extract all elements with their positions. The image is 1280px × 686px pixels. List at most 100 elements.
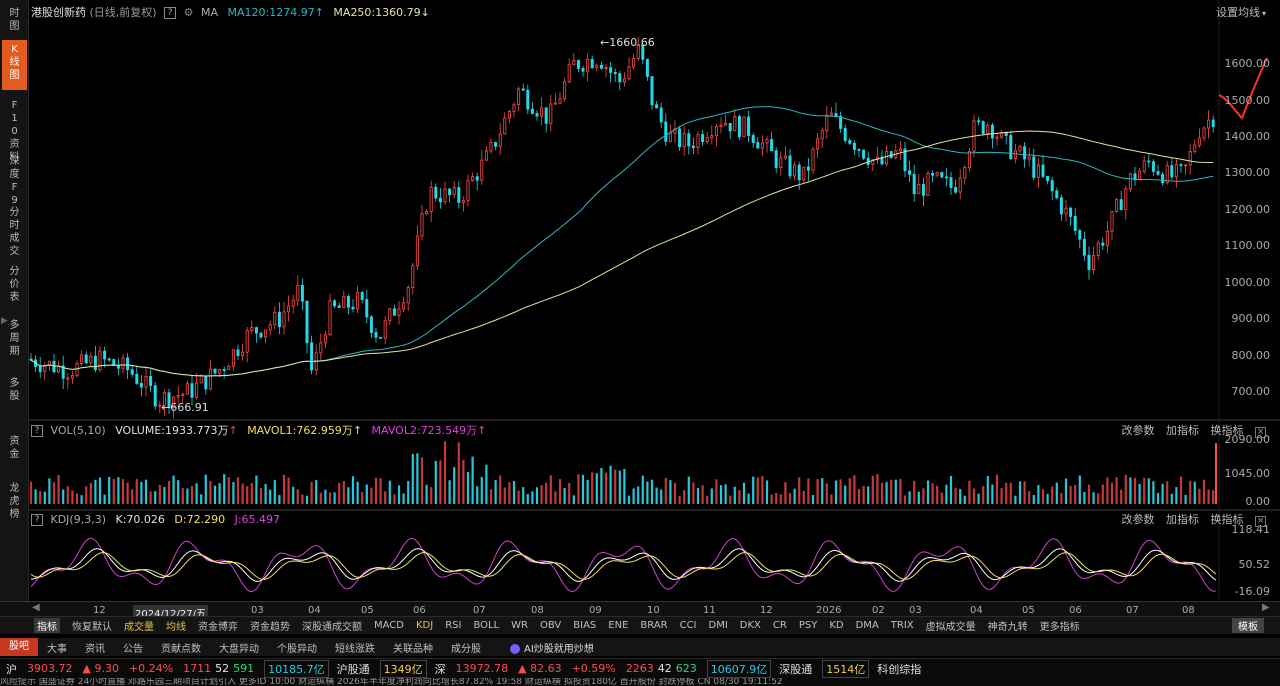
gear-icon[interactable]: ⚙ [183, 6, 194, 19]
volume-bar [1092, 492, 1095, 504]
candle-body [1046, 176, 1050, 182]
ai-promo-link[interactable]: AI炒股就用炒想 [510, 640, 594, 655]
sidebar-item-0[interactable]: 时图 [9, 8, 20, 32]
volume-bar [903, 495, 907, 504]
switch-indicator-button[interactable]: 换指标 [1210, 513, 1244, 526]
volume-bar [1041, 489, 1045, 504]
add-indicator-button[interactable]: 加指标 [1166, 513, 1199, 526]
indicator-tab-15[interactable]: BRAR [640, 620, 668, 631]
kline-chart[interactable] [29, 0, 1280, 604]
candle-body [664, 121, 668, 142]
sidebar-item-8[interactable]: 资金 [9, 436, 20, 460]
news-tab-9[interactable]: 成分股 [451, 643, 481, 655]
news-tab-8[interactable]: 关联品种 [393, 643, 433, 655]
close-icon[interactable]: × [1255, 427, 1266, 438]
sidebar-item-9[interactable]: 龙虎榜 [9, 483, 20, 520]
candle-body [1174, 164, 1178, 178]
change-params-button[interactable]: 改参数 [1121, 513, 1155, 526]
sidebar-item-5[interactable]: 分价表 [9, 266, 20, 303]
news-tab-6[interactable]: 个股异动 [277, 643, 317, 655]
scroll-right-icon[interactable]: ▶ [1262, 602, 1270, 613]
sidebar-item-7[interactable]: 多股 [9, 378, 20, 402]
expand-icon[interactable]: ▶ [1, 316, 8, 326]
volume-bar [365, 484, 368, 504]
indicator-tab-9[interactable]: RSI [445, 620, 462, 631]
time-axis-bar[interactable]: ◀ ▶ [0, 601, 1280, 616]
ma-label: MA [200, 6, 218, 19]
indicator-tab-3[interactable]: 均线 [166, 622, 186, 633]
news-tab-1[interactable]: 大事 [47, 643, 67, 655]
indicator-tab-23[interactable]: TRIX [890, 620, 914, 631]
indicator-tab-20[interactable]: PSY [798, 620, 818, 631]
indicator-tab-12[interactable]: OBV [540, 620, 562, 631]
candle-body [305, 300, 309, 344]
news-tab-5[interactable]: 大盘异动 [219, 643, 259, 655]
ma-settings-link[interactable]: 设置均线 ▾ [1215, 6, 1266, 19]
candle-body [420, 213, 424, 237]
arrow-up-icon: ↑ [314, 6, 324, 19]
volume-bar [471, 456, 474, 504]
news-tab-7[interactable]: 短线涨跌 [335, 643, 375, 655]
sh-index[interactable]: 3903.72 [27, 662, 73, 675]
sidebar-item-4[interactable]: 分时成交 [9, 207, 20, 257]
indicator-tab-8[interactable]: KDJ [415, 620, 434, 631]
help-icon[interactable]: ? [164, 7, 177, 19]
candle-body [84, 354, 88, 364]
news-tab-4[interactable]: 贡献点数 [161, 643, 201, 655]
sz-index[interactable]: 13972.78 [455, 662, 509, 675]
candle-body [714, 126, 718, 137]
candle-body [1064, 207, 1068, 215]
indicator-tab-17[interactable]: DMI [708, 620, 728, 631]
indicator-tab-21[interactable]: KD [829, 620, 844, 631]
news-tab-0[interactable]: 股吧 [0, 638, 38, 656]
news-ticker[interactable]: 风险提示 国盛证券 24小时直播 邓路乐园三期项目计划引入 更多ID 10:00… [0, 678, 1280, 686]
indicator-tab-24[interactable]: 虚拟成交量 [925, 622, 976, 633]
volume-bar [1000, 488, 1003, 504]
indicator-tab-22[interactable]: DMA [855, 620, 879, 631]
indicator-tab-5[interactable]: 资金趋势 [250, 622, 290, 633]
volume-bar [94, 479, 97, 504]
volume-bar [747, 493, 750, 504]
main-panel-header: 港股创新药 (日线,前复权) ? ⚙ MA MA120:1274.97↑ MA2… [31, 5, 430, 21]
news-tab-3[interactable]: 公告 [123, 643, 143, 655]
sidebar-item-6[interactable]: 多周期 [9, 320, 20, 357]
add-indicator-button[interactable]: 加指标 [1166, 424, 1199, 437]
indicator-tab-16[interactable]: CCI [679, 620, 697, 631]
change-params-button[interactable]: 改参数 [1121, 424, 1155, 437]
indicator-tab-14[interactable]: ENE [608, 620, 629, 631]
indicator-tab-4[interactable]: 资金博弈 [198, 622, 238, 633]
volume-bar [305, 495, 309, 504]
indicator-tab-2[interactable]: 成交量 [124, 622, 154, 633]
candle-body [636, 44, 640, 59]
indicator-tab-18[interactable]: DKX [739, 620, 761, 631]
indicator-tab-7[interactable]: MACD [374, 620, 404, 631]
indicator-tab-19[interactable]: CR [772, 620, 787, 631]
kc-label[interactable]: 科创综指 [877, 662, 922, 676]
help-icon[interactable]: ? [31, 425, 43, 437]
indicator-tab-6[interactable]: 深股通成交额 [302, 622, 362, 633]
switch-indicator-button[interactable]: 换指标 [1210, 424, 1244, 437]
indicator-tab-13[interactable]: BIAS [573, 620, 597, 631]
indicator-tab-11[interactable]: WR [511, 620, 528, 631]
template-button[interactable]: 模板 [1232, 618, 1264, 633]
news-tab-2[interactable]: 资讯 [85, 643, 105, 655]
volume-bar [503, 487, 506, 504]
indicator-tab-1[interactable]: 恢复默认 [72, 622, 112, 633]
help-icon[interactable]: ? [31, 514, 43, 526]
indicator-tab-26[interactable]: 更多指标 [1039, 622, 1080, 633]
candle-body [1101, 242, 1105, 246]
scroll-left-icon[interactable]: ◀ [32, 602, 40, 613]
sz-up-count: 2263 [625, 662, 654, 675]
indicator-tab-0[interactable]: 指标 [34, 618, 60, 633]
volume-bar [857, 489, 861, 504]
volume-bar [296, 489, 299, 504]
volume-bar [112, 478, 115, 504]
indicator-tab-10[interactable]: BOLL [473, 620, 500, 631]
indicator-tab-25[interactable]: 神奇九转 [987, 622, 1028, 633]
candle-body [1151, 161, 1155, 172]
close-icon[interactable]: × [1255, 516, 1266, 527]
volume-bar [121, 479, 125, 504]
